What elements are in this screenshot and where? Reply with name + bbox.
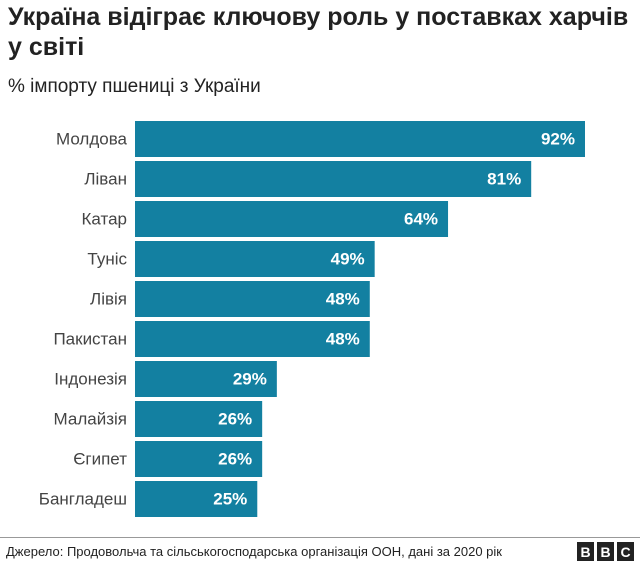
bar: [135, 321, 370, 357]
bar: [135, 121, 585, 157]
logo-letter: C: [617, 542, 634, 561]
source: Джерело: Продовольча та сільськогосподар…: [6, 544, 502, 559]
category-label: Лівія: [90, 289, 127, 308]
bar: [135, 241, 375, 277]
category-label: Пакистан: [53, 329, 127, 348]
bar: [135, 481, 258, 517]
bar: [135, 201, 449, 237]
category-label: Ліван: [84, 169, 127, 188]
bar: [135, 361, 277, 397]
category-label: Туніс: [87, 249, 127, 268]
value-label: 64%: [404, 209, 438, 228]
value-label: 48%: [326, 329, 360, 348]
value-label: 48%: [326, 289, 360, 308]
category-label: Бангладеш: [39, 489, 127, 508]
bar: [135, 441, 263, 477]
category-label: Єгипет: [73, 449, 127, 468]
chart-subtitle: % імпорту пшениці з України: [8, 76, 261, 97]
chart-title: Україна відіграє ключову роль у поставка…: [8, 3, 629, 61]
category-label: Малайзія: [54, 409, 127, 428]
value-label: 26%: [218, 409, 252, 428]
logo-letter: B: [577, 542, 594, 561]
value-label: 25%: [213, 489, 247, 508]
value-label: 81%: [487, 169, 521, 188]
footer: Джерело: Продовольча та сільськогосподар…: [0, 537, 640, 566]
category-label: Молдова: [56, 129, 128, 148]
value-label: 92%: [541, 129, 575, 148]
bar: [135, 401, 263, 437]
value-label: 29%: [233, 369, 267, 388]
bar: [135, 161, 532, 197]
bar: [135, 281, 370, 317]
value-label: 49%: [331, 249, 365, 268]
category-label: Індонезія: [54, 369, 127, 388]
value-label: 26%: [218, 449, 252, 468]
logo-letter: B: [597, 542, 614, 561]
category-label: Катар: [82, 209, 128, 228]
logo: B B C: [577, 542, 634, 561]
chart: Молдова 92% Ліван 81% Катар 64% Туніс 49% Лівія 4…: [39, 121, 585, 517]
